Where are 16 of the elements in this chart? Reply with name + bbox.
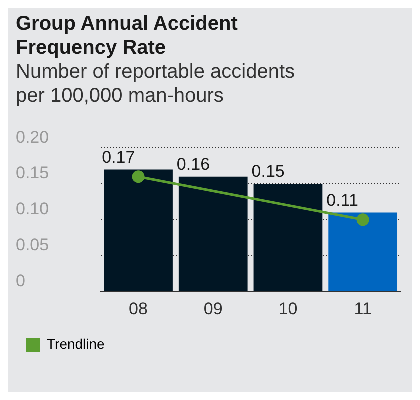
chart-title: Group Annual Accident Frequency Rate bbox=[16, 12, 239, 60]
legend-label: Trendline bbox=[47, 336, 106, 352]
data-label: 0.11 bbox=[326, 190, 358, 210]
x-tick-label: 09 bbox=[204, 299, 223, 318]
y-tick-label: 0.15 bbox=[16, 164, 50, 183]
data-label: 0.16 bbox=[176, 155, 210, 174]
y-tick-label: 0.05 bbox=[16, 235, 50, 254]
y-tick-label: 0.10 bbox=[16, 200, 50, 219]
y-tick-label: 0.20 bbox=[16, 128, 50, 147]
data-label: 0.15 bbox=[252, 162, 285, 182]
data-label: 0.17 bbox=[102, 148, 136, 167]
x-tick-label: 11 bbox=[354, 299, 372, 318]
x-tick-label: 10 bbox=[278, 299, 298, 318]
x-tick-label: 08 bbox=[129, 299, 148, 318]
y-tick-label: 0 bbox=[16, 271, 26, 290]
chart-subtitle: Number of reportable accidents per 100,000 man-hours bbox=[16, 60, 296, 108]
